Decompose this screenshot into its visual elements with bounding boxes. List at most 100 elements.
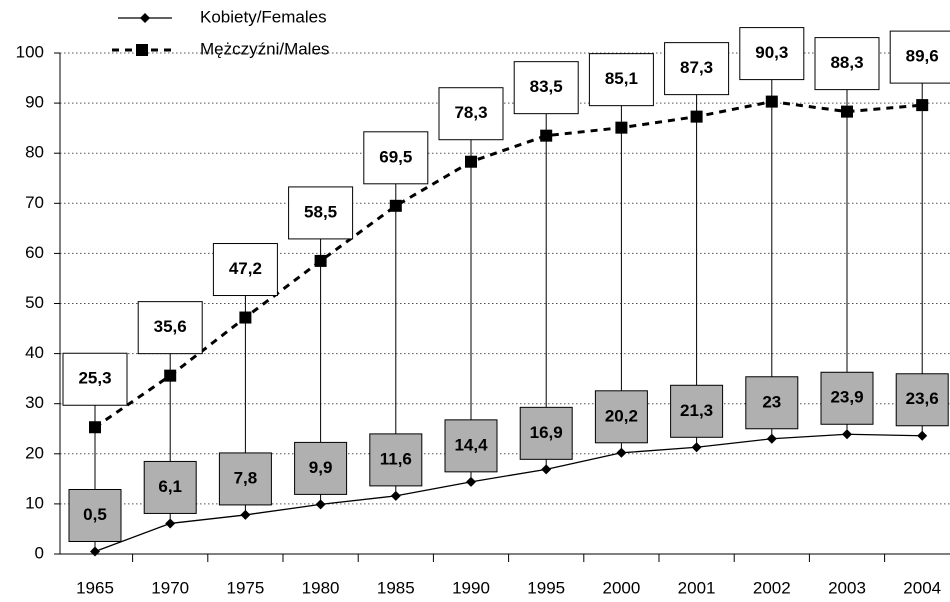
female-value-label: 11,6 bbox=[380, 449, 412, 468]
female-label-box bbox=[68, 488, 122, 542]
y-tick-label: 0 bbox=[35, 543, 44, 562]
female-marker bbox=[616, 447, 627, 458]
female-label-box bbox=[218, 452, 272, 506]
male-marker bbox=[465, 155, 477, 168]
male-label-box bbox=[513, 61, 579, 115]
female-label-box bbox=[670, 384, 724, 438]
male-value-label: 35,6 bbox=[154, 317, 187, 336]
female-value-label: 0,5 bbox=[83, 505, 107, 524]
legend-marker bbox=[140, 13, 150, 23]
male-label-box bbox=[212, 243, 278, 297]
female-label-box bbox=[594, 390, 648, 444]
y-tick-label: 60 bbox=[25, 243, 44, 262]
female-value-label: 23 bbox=[762, 392, 781, 411]
male-label-box bbox=[889, 30, 950, 84]
male-value-label: 85,1 bbox=[605, 69, 638, 88]
y-tick-label: 50 bbox=[25, 293, 44, 312]
male-marker bbox=[239, 311, 252, 324]
male-label-box bbox=[814, 37, 880, 91]
male-value-label: 89,6 bbox=[906, 47, 939, 66]
male-value-label: 88,3 bbox=[830, 53, 863, 72]
female-label-box bbox=[444, 419, 498, 473]
y-tick-label: 80 bbox=[25, 143, 44, 162]
female-label-box bbox=[294, 441, 348, 495]
male-marker bbox=[841, 105, 853, 118]
male-value-label: 90,3 bbox=[755, 43, 788, 62]
male-value-label: 78,3 bbox=[454, 103, 487, 122]
male-marker bbox=[89, 421, 101, 434]
female-marker bbox=[917, 430, 928, 441]
y-tick-label: 70 bbox=[25, 193, 44, 212]
x-tick-label: 2003 bbox=[828, 578, 866, 597]
female-value-label: 20,2 bbox=[605, 406, 638, 425]
male-value-label: 25,3 bbox=[78, 369, 111, 388]
legend-label: Mężczyźni/Males bbox=[200, 39, 329, 58]
female-marker bbox=[541, 464, 552, 475]
legend-marker bbox=[136, 44, 148, 56]
x-tick-label: 1990 bbox=[452, 578, 490, 597]
female-label-box bbox=[143, 460, 197, 514]
female-label-box bbox=[745, 376, 799, 430]
male-marker bbox=[164, 369, 177, 382]
y-tick-label: 20 bbox=[25, 443, 44, 462]
y-tick-label: 30 bbox=[25, 393, 44, 412]
male-label-box bbox=[588, 53, 654, 107]
male-label-box bbox=[438, 87, 504, 141]
male-marker bbox=[765, 95, 778, 108]
x-tick-label: 1970 bbox=[151, 578, 189, 597]
female-marker bbox=[466, 476, 476, 487]
female-marker bbox=[842, 429, 852, 440]
legend-label: Kobiety/Females bbox=[200, 7, 327, 26]
male-label-box bbox=[664, 42, 730, 96]
x-tick-label: 2002 bbox=[753, 578, 791, 597]
female-marker bbox=[691, 442, 702, 453]
female-value-label: 7,8 bbox=[234, 468, 258, 487]
female-value-label: 9,9 bbox=[309, 458, 333, 477]
female-value-label: 21,3 bbox=[680, 401, 713, 420]
male-label-box bbox=[137, 301, 203, 355]
male-value-label: 83,5 bbox=[530, 77, 563, 96]
female-label-box bbox=[820, 371, 874, 425]
male-marker bbox=[314, 254, 327, 267]
female-marker bbox=[390, 490, 401, 501]
male-marker bbox=[615, 121, 628, 134]
male-value-label: 47,2 bbox=[229, 259, 262, 278]
female-value-label: 16,9 bbox=[530, 423, 563, 442]
male-value-label: 87,3 bbox=[680, 58, 713, 77]
x-tick-label: 1975 bbox=[226, 578, 264, 597]
x-tick-label: 2001 bbox=[678, 578, 716, 597]
female-marker bbox=[315, 499, 326, 510]
male-label-box bbox=[739, 27, 805, 81]
female-label-box bbox=[895, 373, 949, 427]
male-label-box bbox=[62, 352, 128, 406]
x-tick-label: 2004 bbox=[903, 578, 941, 597]
x-tick-label: 2000 bbox=[602, 578, 640, 597]
male-marker bbox=[540, 129, 553, 142]
male-marker bbox=[916, 99, 929, 112]
female-marker bbox=[165, 518, 176, 529]
female-label-box bbox=[369, 433, 423, 487]
series-line bbox=[94, 433, 923, 553]
male-value-label: 58,5 bbox=[304, 202, 337, 221]
female-value-label: 14,4 bbox=[454, 435, 488, 454]
female-label-box bbox=[519, 406, 573, 460]
x-tick-label: 1980 bbox=[302, 578, 340, 597]
male-label-box bbox=[363, 131, 429, 185]
x-tick-label: 1965 bbox=[76, 578, 114, 597]
male-marker bbox=[690, 110, 703, 123]
male-label-box bbox=[288, 186, 354, 240]
female-marker bbox=[766, 433, 777, 444]
y-tick-label: 10 bbox=[25, 493, 44, 512]
female-marker bbox=[90, 546, 100, 557]
x-tick-label: 1985 bbox=[377, 578, 415, 597]
x-tick-label: 1995 bbox=[527, 578, 565, 597]
female-value-label: 23,6 bbox=[906, 389, 939, 408]
y-tick-label: 40 bbox=[25, 343, 44, 362]
female-marker bbox=[240, 509, 251, 520]
y-tick-label: 90 bbox=[25, 93, 44, 112]
male-value-label: 69,5 bbox=[379, 147, 412, 166]
series-line bbox=[94, 100, 923, 429]
male-marker bbox=[389, 199, 402, 212]
female-value-label: 23,9 bbox=[830, 388, 863, 407]
